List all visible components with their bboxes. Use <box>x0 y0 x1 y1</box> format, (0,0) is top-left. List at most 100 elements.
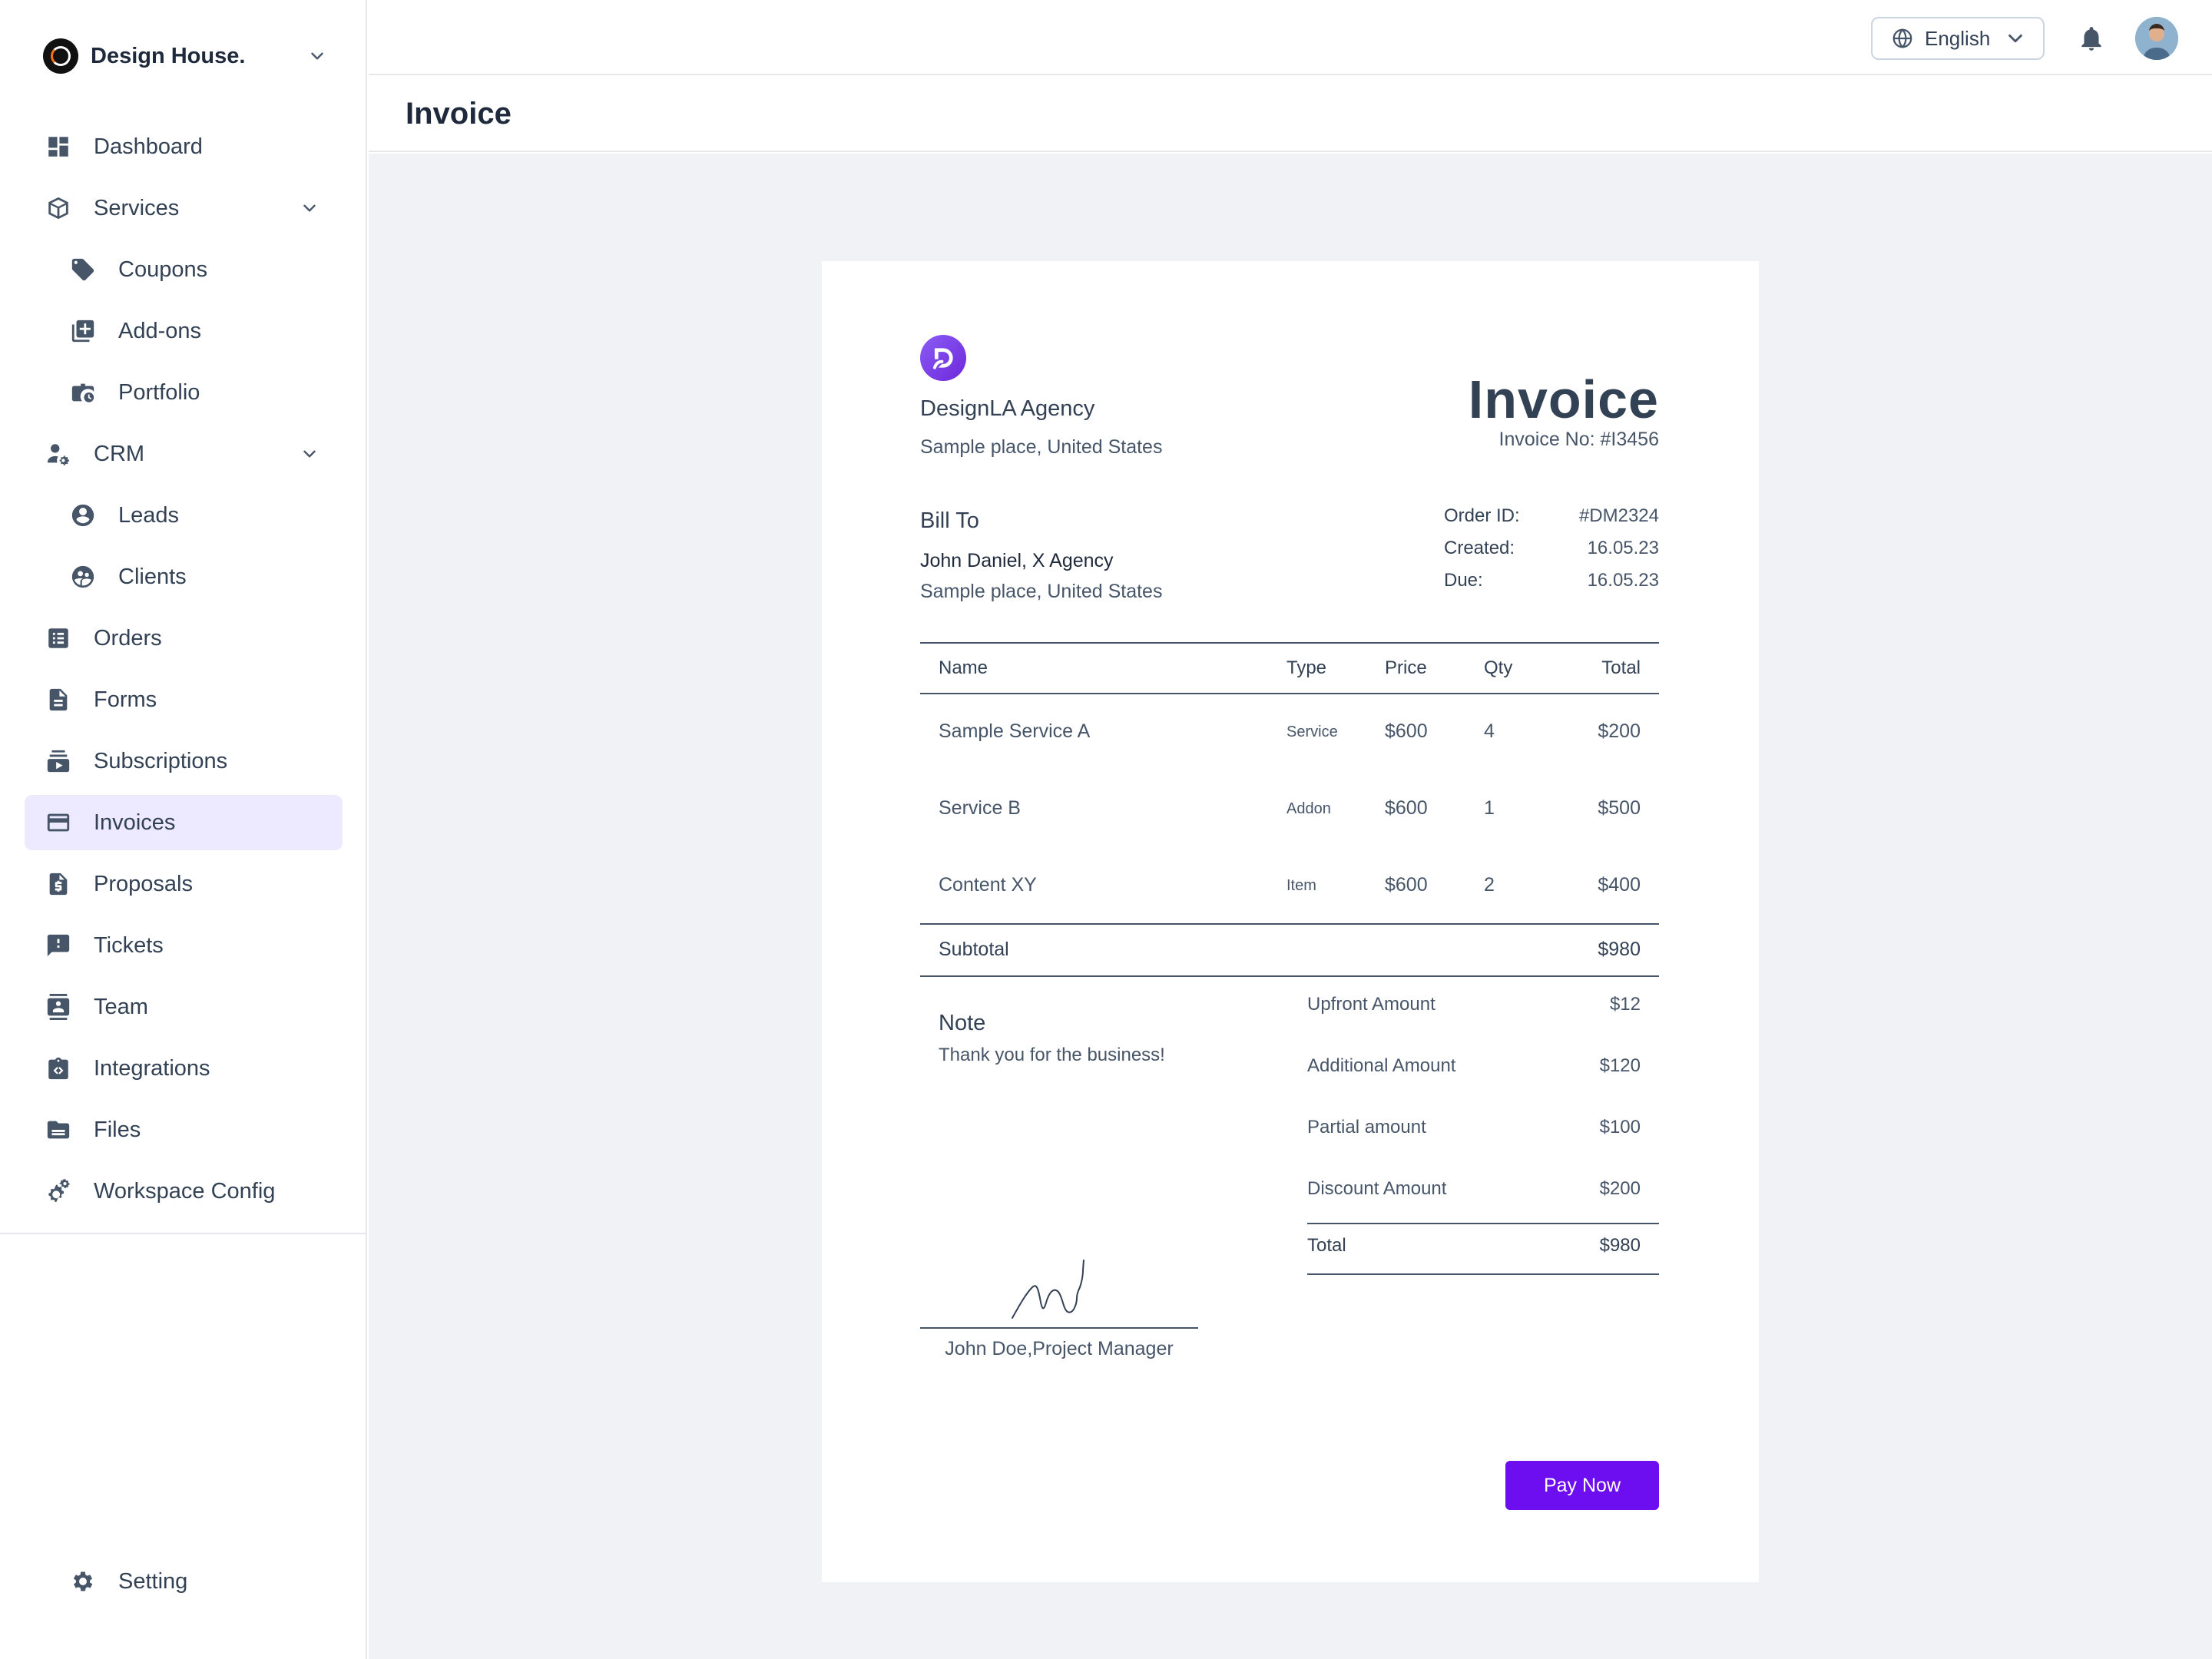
summary-rule <box>1307 1223 1659 1224</box>
contacts-icon <box>45 993 72 1021</box>
sidebar-item-label: Orders <box>94 625 162 651</box>
invoice-title: Invoice <box>1468 369 1659 429</box>
sidebar-item-tickets[interactable]: Tickets <box>25 918 343 973</box>
sidebar-item-label: Services <box>94 195 180 220</box>
document-icon <box>45 686 72 714</box>
item-name: Service B <box>939 797 1021 819</box>
sidebar-item-orders[interactable]: Orders <box>25 611 343 666</box>
chevron-down-icon <box>303 450 316 458</box>
column-header-price: Price <box>1385 657 1427 678</box>
sidebar-item-label: Add-ons <box>118 318 202 343</box>
note-heading: Note <box>939 1011 986 1035</box>
bill-to-name: John Daniel, X Agency <box>920 550 1114 571</box>
sidebar-item-services[interactable]: Services <box>25 180 343 236</box>
globe-icon <box>1892 28 1912 48</box>
meta-label: Order ID: <box>1444 505 1520 526</box>
library-add-icon <box>69 317 97 345</box>
meta-value: 16.05.23 <box>1587 538 1659 558</box>
sidebar-item-addons[interactable]: Add-ons <box>25 303 343 359</box>
item-total: $500 <box>1598 797 1641 819</box>
pay-now-button[interactable]: Pay Now <box>1505 1461 1659 1510</box>
total-row: Total $980 <box>1307 1235 1659 1257</box>
sidebar-item-clients[interactable]: Clients <box>25 549 343 604</box>
sidebar-item-portfolio[interactable]: Portfolio <box>25 365 343 420</box>
user-gear-icon <box>45 440 72 468</box>
column-header-name: Name <box>939 657 988 678</box>
sidebar-item-integrations[interactable]: Integrations <box>25 1041 343 1096</box>
credit-card-icon <box>45 809 72 836</box>
sidebar-item-label: Coupons <box>118 257 208 282</box>
sidebar-item-leads[interactable]: Leads <box>25 488 343 543</box>
sidebar-divider <box>0 1233 367 1234</box>
topbar: English <box>369 0 2212 75</box>
workspace-name: Design House. <box>91 43 246 68</box>
bill-to-address: Sample place, United States <box>920 581 1163 602</box>
sidebar-item-label: Portfolio <box>118 379 200 405</box>
amount-label: Additional Amount <box>1307 1055 1456 1076</box>
amount-row: Additional Amount $120 <box>1307 1055 1659 1077</box>
sidebar-item-label: Team <box>94 994 148 1019</box>
total-label: Total <box>1307 1235 1346 1256</box>
chevron-down-icon <box>2008 34 2023 43</box>
agency-name: DesignLA Agency <box>920 396 1095 421</box>
meta-row-order-id: Order ID: #DM2324 <box>1444 505 1659 538</box>
agency-logo <box>920 335 966 381</box>
sidebar-item-forms[interactable]: Forms <box>25 672 343 727</box>
column-header-type: Type <box>1286 657 1327 678</box>
item-price: $600 <box>1385 874 1428 896</box>
workspace-switcher[interactable]: Design House. <box>43 38 327 74</box>
subscriptions-icon <box>45 747 72 775</box>
sidebar-item-setting[interactable]: Setting <box>49 1554 367 1609</box>
item-price: $600 <box>1385 720 1428 742</box>
table-rule <box>920 693 1659 694</box>
meta-label: Due: <box>1444 570 1483 591</box>
sidebar-item-label: Setting <box>118 1568 188 1594</box>
amount-value: $120 <box>1599 1055 1641 1076</box>
sidebar-item-crm[interactable]: CRM <box>25 426 343 482</box>
item-total: $200 <box>1598 720 1641 742</box>
table-rule <box>920 923 1659 925</box>
language-select[interactable]: English <box>1871 17 2045 60</box>
agency-address: Sample place, United States <box>920 436 1163 458</box>
sidebar-item-subscriptions[interactable]: Subscriptions <box>25 733 343 789</box>
avatar-image <box>2135 17 2178 60</box>
sidebar-item-label: Dashboard <box>94 134 203 159</box>
subtotal-value: $980 <box>1598 939 1641 960</box>
item-name: Content XY <box>939 874 1037 896</box>
sidebar: Design House. Dashboard Services Coupons… <box>0 0 367 1659</box>
sidebar-item-proposals[interactable]: Proposals <box>25 856 343 912</box>
sidebar-item-label: Leads <box>118 502 180 528</box>
note-text: Thank you for the business! <box>939 1045 1165 1065</box>
invoice-card: DesignLA Agency Sample place, United Sta… <box>822 261 1759 1582</box>
item-qty: 4 <box>1484 720 1495 742</box>
sidebar-item-team[interactable]: Team <box>25 979 343 1035</box>
table-rule <box>920 642 1659 644</box>
bell-icon[interactable] <box>2077 23 2106 54</box>
briefcase-clock-icon <box>69 379 97 406</box>
avatar[interactable] <box>2135 17 2178 60</box>
sidebar-item-invoices[interactable]: Invoices <box>25 795 343 850</box>
sidebar-item-dashboard[interactable]: Dashboard <box>25 119 343 174</box>
item-type: Addon <box>1286 800 1331 817</box>
amount-label: Discount Amount <box>1307 1178 1447 1199</box>
sidebar-item-coupons[interactable]: Coupons <box>25 242 343 297</box>
meta-row-due: Due: 16.05.23 <box>1444 570 1659 602</box>
meta-value: 16.05.23 <box>1587 570 1659 591</box>
gears-icon <box>45 1177 72 1205</box>
item-qty: 2 <box>1484 874 1495 896</box>
page-title: Invoice <box>406 97 512 131</box>
amount-row: Partial amount $100 <box>1307 1117 1659 1138</box>
amount-value: $12 <box>1609 994 1641 1015</box>
feedback-icon <box>45 932 72 959</box>
request-quote-icon <box>45 870 72 898</box>
sidebar-item-files[interactable]: Files <box>25 1102 343 1157</box>
column-header-qty: Qty <box>1484 657 1513 678</box>
account-circle-icon <box>69 502 97 529</box>
sidebar-item-label: CRM <box>94 441 145 466</box>
sidebar-item-label: Forms <box>94 687 157 712</box>
list-alt-icon <box>45 624 72 652</box>
tag-icon <box>69 256 97 283</box>
gear-icon <box>69 1568 97 1595</box>
amount-label: Partial amount <box>1307 1117 1426 1137</box>
sidebar-item-workspace-config[interactable]: Workspace Config <box>25 1164 343 1219</box>
